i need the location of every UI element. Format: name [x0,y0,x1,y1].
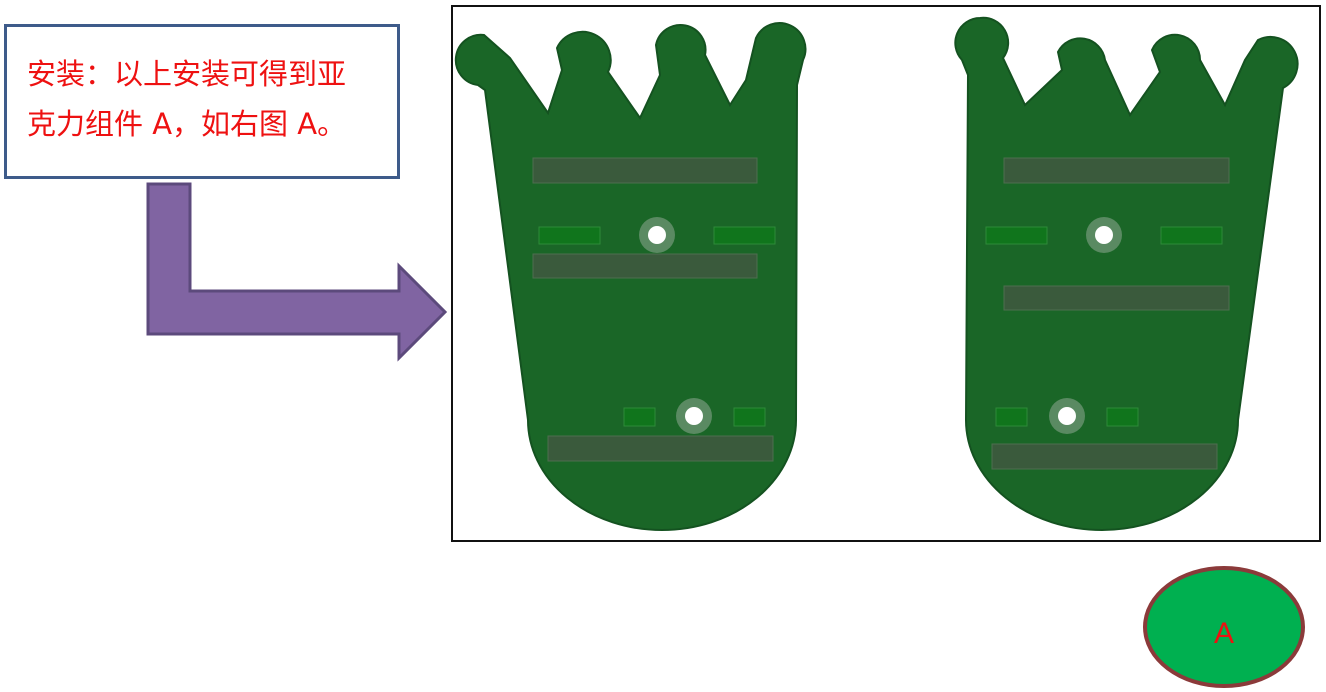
bent-arrow-shape [146,182,448,362]
silkscreen-bar [1003,285,1230,311]
pad [1106,407,1139,427]
pad [985,226,1048,245]
instruction-note: 安装：以上安装可得到亚 克力组件 A，如右图 A。 [4,24,400,179]
silkscreen-bar [1003,157,1230,184]
instruction-line-2: 克力组件 A，如右图 A。 [27,107,347,141]
bent-arrow [146,182,448,362]
assembly-label-badge: A [1143,566,1305,688]
mounting-hole [1095,226,1113,244]
pcb-outline-right [954,16,1299,531]
assembly-label-text: A [1213,617,1234,650]
pad [713,226,776,245]
pad [733,407,766,427]
instruction-line-1: 安装：以上安装可得到亚 [27,57,347,91]
mounting-hole [1058,407,1076,425]
pcb-board-left [454,22,807,531]
pad [995,407,1028,427]
silkscreen-bar [532,253,758,279]
pcb-board-right [954,16,1299,531]
mounting-hole [685,407,703,425]
mounting-hole [648,226,666,244]
pad [1160,226,1223,245]
silkscreen-bar [991,443,1218,470]
silkscreen-bar [532,157,758,184]
pad [538,226,601,245]
pad [623,407,656,427]
silkscreen-bar [547,435,774,462]
